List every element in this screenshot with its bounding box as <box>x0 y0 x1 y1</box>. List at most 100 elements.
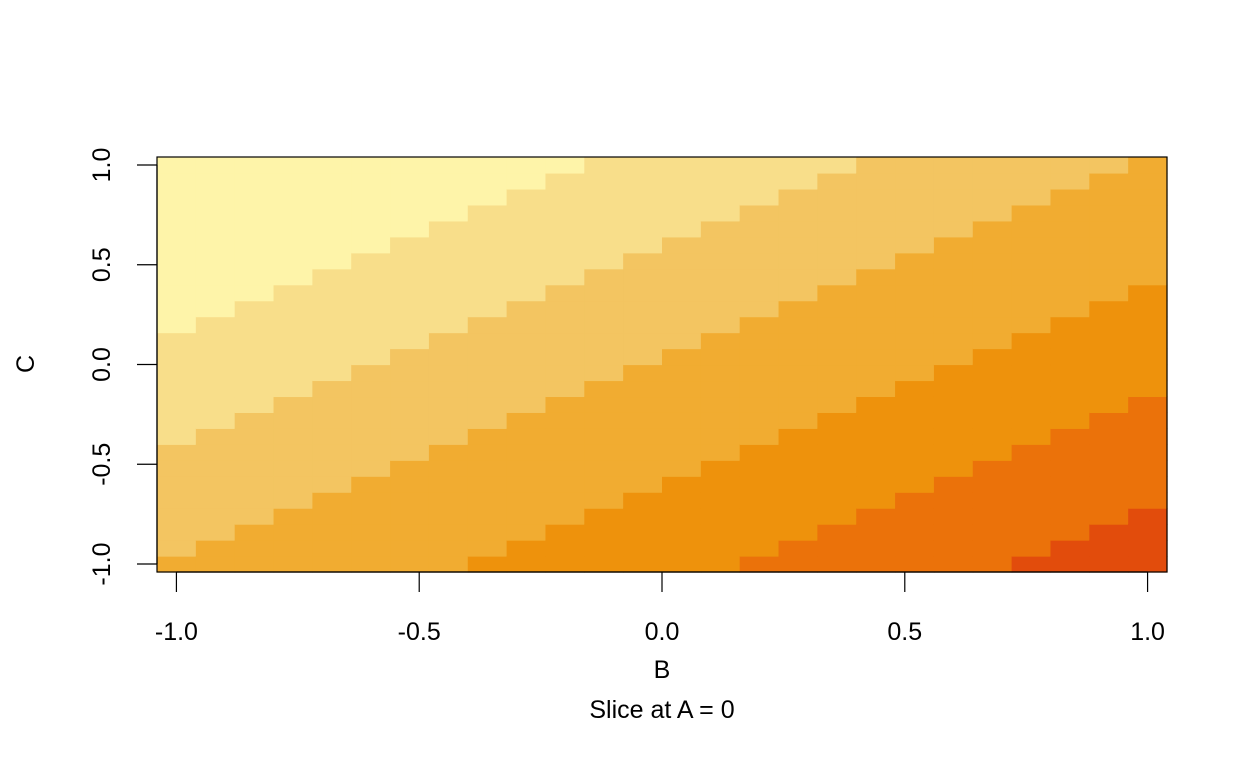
heatmap-cell <box>234 252 275 270</box>
heatmap-cell <box>545 540 585 557</box>
heatmap-cell <box>506 268 547 286</box>
heatmap-cell <box>467 540 508 557</box>
heatmap-cell <box>1089 332 1129 350</box>
heatmap-cell <box>157 476 197 493</box>
heatmap-cell <box>584 348 624 366</box>
heatmap-cell <box>856 364 896 382</box>
heatmap-cell <box>895 252 935 270</box>
heatmap-cell <box>895 540 935 557</box>
heatmap-cell <box>778 428 818 445</box>
heatmap-cell <box>1011 524 1052 541</box>
heatmap-cell <box>817 364 857 382</box>
heatmap-cell <box>234 444 275 461</box>
heatmap-cell <box>778 508 818 525</box>
heatmap-cell <box>195 332 236 350</box>
heatmap-cell <box>584 380 624 398</box>
heatmap-cell <box>739 540 780 557</box>
heatmap-cell <box>972 428 1013 445</box>
heatmap-cell <box>1011 508 1052 525</box>
heatmap-cell <box>351 268 391 286</box>
heatmap-cell <box>856 172 896 190</box>
heatmap-cell <box>933 428 974 445</box>
heatmap-cell <box>234 332 275 350</box>
heatmap-cell <box>1050 252 1090 270</box>
heatmap-cell <box>467 188 508 206</box>
heatmap-cell <box>817 428 857 445</box>
heatmap-cell <box>273 188 313 206</box>
heatmap-cell <box>157 157 197 174</box>
heatmap-cell <box>1128 204 1168 222</box>
heatmap-cell <box>972 220 1013 238</box>
heatmap-cell <box>1050 300 1090 318</box>
heatmap-cell <box>933 172 974 190</box>
heatmap-cell <box>1089 444 1129 461</box>
heatmap-cell <box>1011 364 1052 382</box>
heatmap-cell <box>700 332 741 350</box>
heatmap-cell <box>195 412 236 429</box>
heatmap-cell <box>1011 332 1052 350</box>
heatmap-cell <box>856 252 896 270</box>
heatmap-cell <box>1011 348 1052 366</box>
heatmap-cell <box>895 348 935 366</box>
heatmap-cell <box>662 364 702 382</box>
heatmap-cell <box>390 460 430 477</box>
heatmap-cell <box>1089 364 1129 382</box>
heatmap-cell <box>273 332 313 350</box>
heatmap-cell <box>1128 252 1168 270</box>
heatmap-cell <box>817 492 857 509</box>
heatmap-cell <box>662 380 702 398</box>
heatmap-cell <box>662 396 702 413</box>
heatmap-cell <box>662 412 702 429</box>
heatmap-cell <box>312 172 352 190</box>
heatmap-cell <box>856 300 896 318</box>
heatmap-cell <box>195 236 236 254</box>
heatmap-cell <box>1050 284 1090 302</box>
heatmap-cell <box>506 220 547 238</box>
heatmap-cell <box>623 476 663 493</box>
x-tick-label: 0.0 <box>645 618 680 646</box>
heatmap-cell <box>506 412 547 429</box>
heatmap-cell <box>817 188 857 206</box>
heatmap-cell <box>1011 268 1052 286</box>
heatmap-cell <box>428 316 469 334</box>
heatmap-cell <box>1050 157 1090 174</box>
heatmap-cell <box>1128 268 1168 286</box>
heatmap-cell <box>1050 268 1090 286</box>
heatmap-cell <box>195 204 236 222</box>
heatmap-cell <box>506 508 547 525</box>
heatmap-cell <box>273 157 313 174</box>
heatmap-cell <box>351 540 391 557</box>
heatmap-cell <box>390 204 430 222</box>
heatmap-cell <box>157 364 197 382</box>
heatmap-cell <box>234 220 275 238</box>
heatmap-cell <box>739 157 780 174</box>
heatmap-cell <box>856 204 896 222</box>
y-tick-label: -1.0 <box>88 542 116 585</box>
heatmap-cell <box>428 220 469 238</box>
heatmap-cell <box>778 412 818 429</box>
heatmap-cell <box>157 172 197 190</box>
heatmap-cell <box>195 157 236 174</box>
heatmap-cell <box>1050 444 1090 461</box>
heatmap-cell <box>856 460 896 477</box>
heatmap-cell <box>312 540 352 557</box>
heatmap-cell <box>933 412 974 429</box>
heatmap-cell <box>390 332 430 350</box>
heatmap-cell <box>312 268 352 286</box>
heatmap-cell <box>623 524 663 541</box>
heatmap-cell <box>778 172 818 190</box>
heatmap-cell <box>351 556 391 573</box>
heatmap-cell <box>506 300 547 318</box>
heatmap-cell <box>195 524 236 541</box>
heatmap-cell <box>273 556 313 573</box>
heatmap-cell <box>972 236 1013 254</box>
heatmap-cell <box>778 316 818 334</box>
heatmap-cell <box>390 220 430 238</box>
heatmap-cell <box>778 524 818 541</box>
heatmap-cell <box>1050 236 1090 254</box>
heatmap-cell <box>234 460 275 477</box>
heatmap-cell <box>739 460 780 477</box>
heatmap-cell <box>545 412 585 429</box>
heatmap-cell <box>545 220 585 238</box>
heatmap-cell <box>545 524 585 541</box>
